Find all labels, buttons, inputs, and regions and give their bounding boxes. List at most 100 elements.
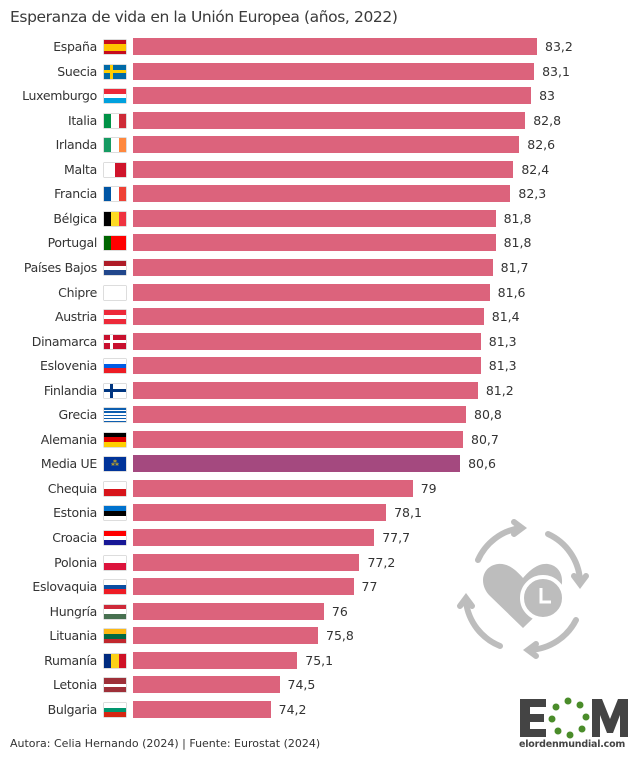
bar xyxy=(133,479,413,497)
value-label: 79 xyxy=(420,480,437,496)
source-footer: Autora: Celia Hernando (2024) | Fuente: … xyxy=(10,737,321,750)
category-label: Malta xyxy=(64,161,97,177)
category-label: Media UE xyxy=(40,456,97,472)
flag-icon xyxy=(104,359,126,374)
flag-icon xyxy=(104,432,126,447)
bar xyxy=(133,87,532,105)
category-label: Irlanda xyxy=(55,137,98,153)
bar-row: Letonia 74,5 xyxy=(0,675,640,695)
bar xyxy=(133,676,280,694)
bar-row: España 83,2 xyxy=(0,37,640,57)
bar-row: Bulgaria 74,2 xyxy=(0,700,640,720)
bar-row: Finlandia 81,2 xyxy=(0,381,640,401)
bar xyxy=(133,38,538,55)
bar xyxy=(133,627,318,645)
category-label: Bulgaria xyxy=(47,701,98,717)
bar-row: Francia 82,3 xyxy=(0,184,640,204)
bar-row: Hungría 76 xyxy=(0,602,640,622)
value-label: 81,3 xyxy=(488,358,517,374)
bar xyxy=(133,185,511,203)
bar-row: Eslovaquia 77 xyxy=(0,577,640,597)
bar xyxy=(133,700,271,718)
value-label: 82,3 xyxy=(518,186,547,202)
bar xyxy=(133,602,324,620)
category-label: Austria xyxy=(54,309,97,325)
category-label: Eslovenia xyxy=(40,358,97,374)
flag-icon xyxy=(104,506,126,521)
bar-row: Grecia 80,8 xyxy=(0,405,640,425)
category-label: Luxemburgo xyxy=(22,88,97,104)
flag-icon xyxy=(104,285,126,300)
bar-row: Polonia 77,2 xyxy=(0,553,640,573)
bar xyxy=(133,381,478,399)
value-label: 78,1 xyxy=(394,505,422,521)
flag-icon xyxy=(104,310,126,325)
flag-icon xyxy=(104,236,126,251)
bar xyxy=(133,160,514,178)
category-label: Alemania xyxy=(40,431,98,447)
value-label: 81,7 xyxy=(500,259,529,275)
value-label: 81,8 xyxy=(503,235,532,251)
bar-row: Bélgica 81,8 xyxy=(0,209,640,229)
bar-row: Media UE ⁂ 80,6 xyxy=(0,454,640,474)
category-label: Polonia xyxy=(54,554,97,570)
value-label: 81,6 xyxy=(497,284,526,300)
value-label: 81,8 xyxy=(503,210,532,226)
category-label: Eslovaquia xyxy=(32,579,97,595)
flag-icon xyxy=(104,531,126,545)
value-label: 76 xyxy=(331,603,348,619)
category-label: Suecia xyxy=(57,63,97,79)
value-label: 75,1 xyxy=(305,652,334,668)
value-label: 75,8 xyxy=(326,628,354,644)
category-label: Estonia xyxy=(53,505,97,521)
flag-icon: ⁂ xyxy=(104,457,126,472)
category-label: Letonia xyxy=(53,677,97,693)
bar-row: Estonia 78,1 xyxy=(0,503,640,523)
flag-icon xyxy=(104,162,126,177)
bar xyxy=(133,308,484,326)
bar xyxy=(133,234,496,252)
value-label: 77,2 xyxy=(367,554,396,570)
bar xyxy=(133,332,481,350)
value-label: 80,7 xyxy=(471,431,499,447)
bar-row: Alemania 80,7 xyxy=(0,430,640,450)
bar xyxy=(133,455,461,473)
value-label: 83,2 xyxy=(545,39,573,54)
flag-icon xyxy=(104,211,126,226)
bar-row: Dinamarca 81,3 xyxy=(0,332,640,352)
bar-row: Países Bajos 81,7 xyxy=(0,258,640,278)
category-label: Dinamarca xyxy=(31,333,98,349)
flag-icon xyxy=(104,481,126,496)
flag-icon xyxy=(104,580,126,595)
value-label: 77 xyxy=(361,579,378,595)
bar-row: Luxemburgo 83 xyxy=(0,86,640,106)
bar xyxy=(133,406,466,424)
value-label: 81,4 xyxy=(491,309,520,325)
category-label: Hungría xyxy=(49,603,98,619)
bar-row: Lituania 75,8 xyxy=(0,626,640,646)
value-label: 77,7 xyxy=(382,530,411,545)
chart-title: Esperanza de vida en la Unión Europea (a… xyxy=(10,8,398,26)
bar-row: Rumanía 75,1 xyxy=(0,651,640,671)
bar xyxy=(133,258,493,276)
flag-icon xyxy=(104,383,126,398)
flag-icon xyxy=(104,89,126,104)
flag-icon xyxy=(104,40,126,54)
logo-url: elordenmundial.com xyxy=(519,739,626,750)
bar xyxy=(133,62,535,80)
bar xyxy=(133,111,526,129)
eom-logo xyxy=(520,697,628,739)
bar xyxy=(133,553,360,571)
flag-icon xyxy=(104,334,126,349)
value-label: 81,3 xyxy=(488,333,517,349)
flag-icon xyxy=(104,702,126,717)
category-label: Chequia xyxy=(47,480,98,496)
bar-row: Suecia 83,1 xyxy=(0,62,640,82)
category-label: Francia xyxy=(54,186,97,202)
bar-row: Irlanda 82,6 xyxy=(0,135,640,155)
flag-icon xyxy=(104,187,126,202)
flag-icon xyxy=(104,113,126,128)
bar-row: Eslovenia 81,3 xyxy=(0,356,640,376)
bar-row: Chipre 81,6 xyxy=(0,283,640,303)
flag-icon xyxy=(104,629,126,644)
